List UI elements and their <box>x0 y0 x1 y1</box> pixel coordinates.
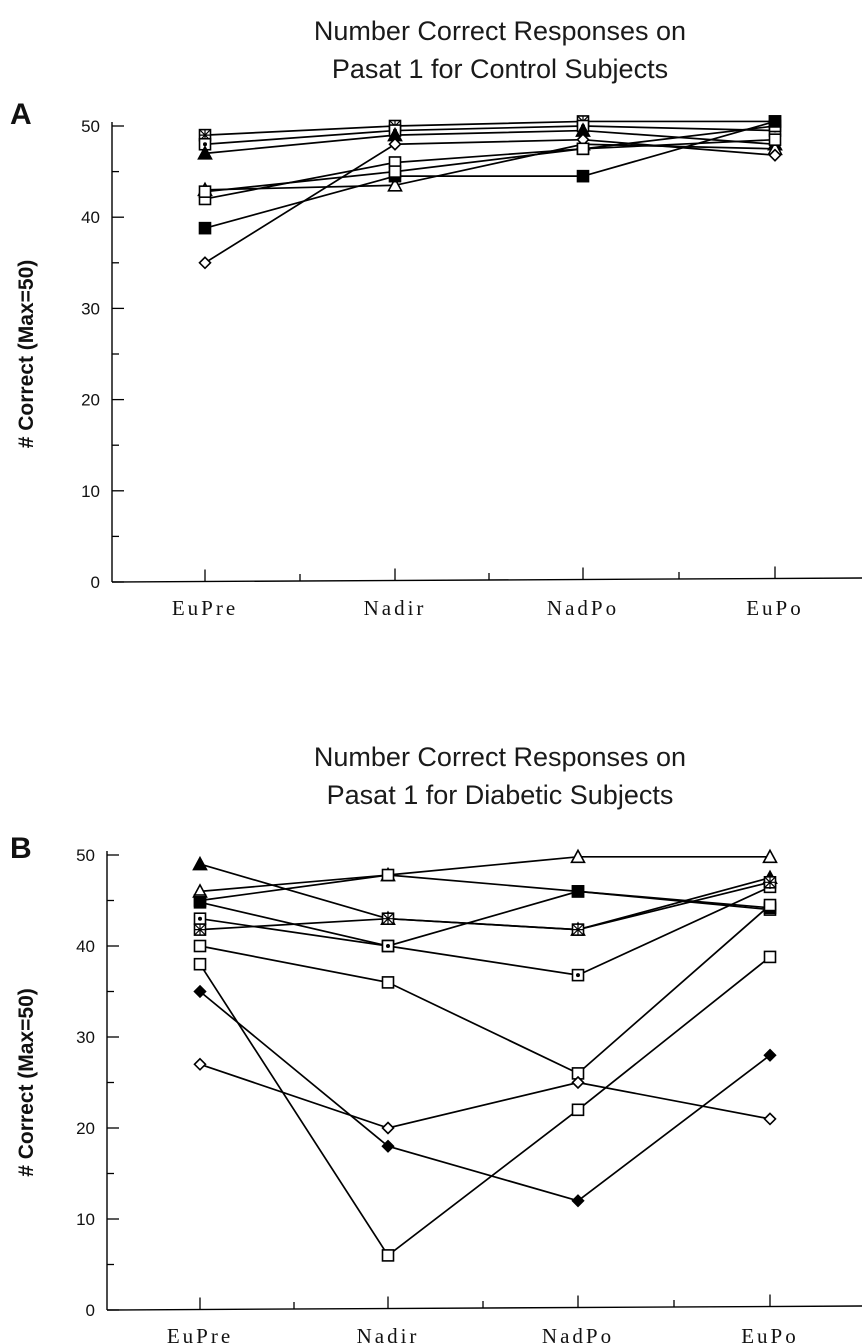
x-tick-label-b: EuPre <box>167 1324 233 1344</box>
data-point-b-10 <box>763 1112 777 1126</box>
data-point-b-8 <box>193 957 207 971</box>
chart-title-a-line-2: Pasat 1 for Control Subjects <box>331 54 669 84</box>
y-tick-label-a: 20 <box>81 391 100 410</box>
x-tick-label-a: EuPre <box>172 596 238 620</box>
data-point-b-7 <box>381 976 395 989</box>
series-line-b-3 <box>199 874 771 911</box>
data-point-a-3 <box>197 145 213 160</box>
series-line-b-1 <box>199 863 771 931</box>
panel-label-b: B <box>10 832 32 865</box>
data-point-a-4 <box>387 177 403 192</box>
data-point-b-10 <box>571 1075 585 1090</box>
panel-label-a: A <box>10 98 32 131</box>
series-line-a-7 <box>204 138 776 264</box>
data-point-b-5 <box>571 968 585 982</box>
x-tick-label-b: Nadir <box>357 1324 420 1344</box>
x-axis-a <box>111 577 863 583</box>
data-point-b-7 <box>193 939 207 953</box>
series-line-a-8 <box>204 138 776 193</box>
series-line-b-8 <box>199 956 771 1257</box>
series-line-b-10 <box>199 1063 771 1129</box>
series-line-b-9 <box>199 990 771 1202</box>
chart-title-a: Number Correct Responses on Pasat 1 for … <box>150 12 850 88</box>
y-tick-label-a: 40 <box>81 208 100 227</box>
y-tick-label-a: 30 <box>81 299 100 318</box>
data-point-b-1 <box>192 855 208 871</box>
series-line-b-5 <box>199 886 771 976</box>
data-point-b-6 <box>193 923 207 936</box>
y-tick-label-b: 40 <box>76 937 95 956</box>
series-line-a-1 <box>204 120 775 136</box>
y-tick-label-a: 0 <box>91 573 100 592</box>
data-point-b-6 <box>571 923 585 936</box>
x-tick-label-b: NadPo <box>542 1324 614 1344</box>
y-tick-label-b: 0 <box>86 1301 95 1320</box>
data-point-a-7 <box>388 137 402 151</box>
series-line-b-2 <box>199 855 770 893</box>
data-point-b-6 <box>381 912 395 925</box>
x-axis-b <box>106 1305 863 1311</box>
chart-a: 0 10 20 30 40 50 EuPre Nadir NadPo EuPo # Correct … <box>15 115 863 620</box>
data-point-b-5 <box>193 912 207 925</box>
chart-title-b-line-1: Number Correct Responses on <box>313 742 687 772</box>
series-line-a-2 <box>204 125 776 146</box>
y-tick-label-a: 50 <box>81 117 100 136</box>
data-point-b-10 <box>381 1121 395 1135</box>
series-line-b-6 <box>199 881 771 931</box>
data-point-a-6 <box>198 221 212 235</box>
panel-a: Number Correct Responses on Pasat 1 for … <box>10 12 863 620</box>
chart-title-b: Number Correct Responses on Pasat 1 for … <box>150 738 850 814</box>
series-line-b-7 <box>199 904 771 1075</box>
y-tick-label-b: 30 <box>76 1028 95 1047</box>
y-axis-label-b: # Correct (Max=50) <box>15 988 38 1177</box>
data-point-b-8 <box>571 1103 585 1117</box>
data-point-b-9 <box>571 1194 585 1208</box>
y-tick-label-a: 10 <box>81 482 100 501</box>
data-point-b-3 <box>381 868 395 882</box>
series-line-b-4 <box>199 890 771 947</box>
series-line-a-6 <box>204 120 776 229</box>
y-tick-label-b: 10 <box>76 1210 95 1229</box>
data-point-b-9 <box>381 1139 395 1153</box>
data-point-b-2 <box>762 848 778 864</box>
data-point-b-10 <box>193 1057 207 1071</box>
data-point-b-6 <box>763 876 777 889</box>
x-tick-label-a: EuPo <box>746 596 804 620</box>
series-line-a-4 <box>204 143 776 191</box>
data-point-b-4 <box>571 885 585 898</box>
x-tick-label-a: NadPo <box>547 596 619 620</box>
data-point-b-5 <box>381 939 395 953</box>
x-tick-label-b: EuPo <box>741 1324 799 1344</box>
x-tick-label-a: Nadir <box>364 596 427 620</box>
y-tick-label-b: 20 <box>76 1119 95 1138</box>
data-point-b-9 <box>193 984 207 999</box>
chart-b: 0 10 20 30 40 50 EuPre Nadir NadPo EuPo # Correct … <box>15 846 863 1344</box>
chart-title-b-line-2: Pasat 1 for Diabetic Subjects <box>326 780 674 810</box>
data-point-a-8 <box>388 165 402 178</box>
data-point-a-7 <box>198 256 212 270</box>
data-point-a-7 <box>768 148 782 162</box>
chart-title-a-line-1: Number Correct Responses on <box>313 16 687 46</box>
data-point-b-2 <box>570 848 586 864</box>
data-point-a-6 <box>768 115 782 128</box>
panel-b: Number Correct Responses on Pasat 1 for … <box>0 700 865 1344</box>
data-point-a-8 <box>198 185 212 198</box>
data-point-a-6 <box>576 169 590 183</box>
data-point-a-8 <box>576 142 590 156</box>
data-point-b-4 <box>193 896 207 909</box>
data-point-b-9 <box>763 1048 777 1062</box>
data-point-b-7 <box>763 898 777 912</box>
data-point-b-8 <box>763 950 777 964</box>
data-point-b-8 <box>381 1249 395 1262</box>
y-tick-label-b: 50 <box>76 846 95 865</box>
data-point-a-8 <box>768 133 782 146</box>
series-line-a-5 <box>204 125 776 200</box>
y-axis-label-a: # Correct (Max=50) <box>15 260 38 449</box>
